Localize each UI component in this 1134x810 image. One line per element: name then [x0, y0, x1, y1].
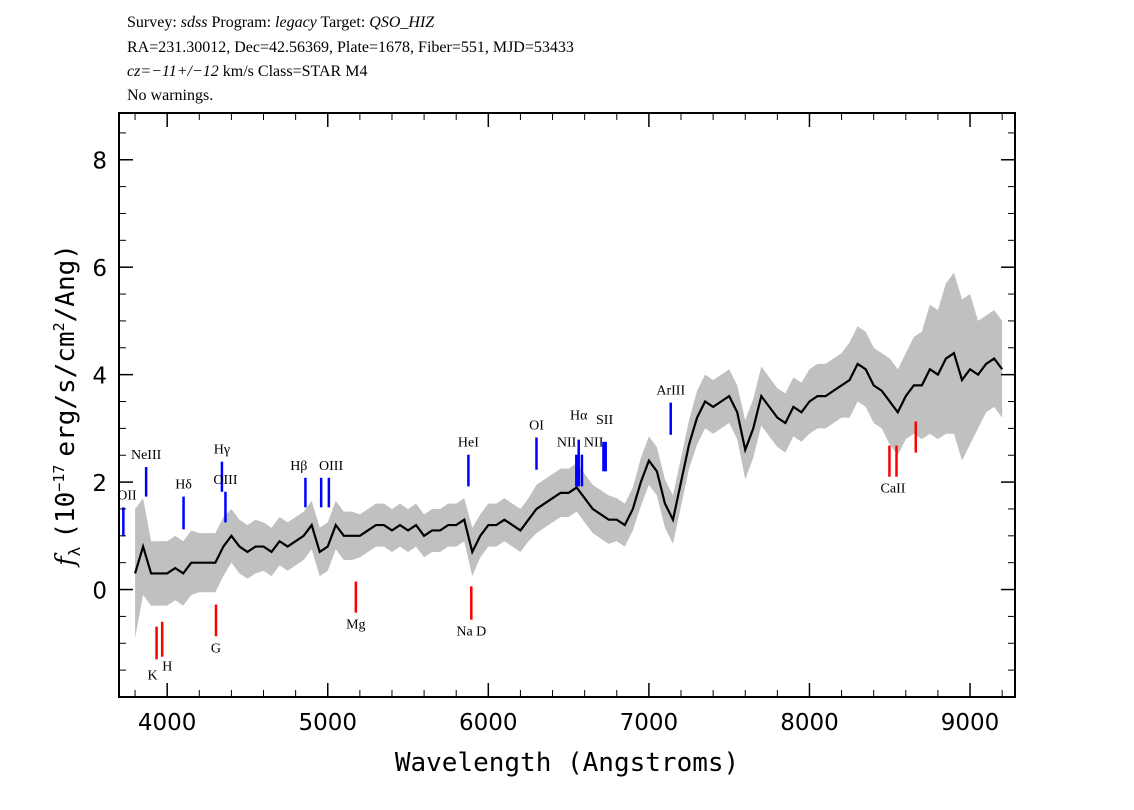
y-tick-label: 2	[92, 471, 107, 497]
line-label: Na D	[456, 625, 486, 640]
cz-value: cz=−11+/−12	[127, 63, 219, 80]
line-label: OI	[529, 419, 544, 434]
line-label: CaII	[881, 482, 906, 497]
line-label: Hδ	[175, 478, 192, 493]
header-line-coords: RA=231.30012, Dec=42.56369, Plate=1678, …	[127, 39, 574, 56]
line-label: NeIII	[131, 448, 162, 463]
x-tick-label: 9000	[941, 710, 1000, 736]
plot-area	[134, 272, 1004, 638]
survey-label: Survey:	[127, 14, 177, 31]
header-line-redshift: cz=−11+/−12 km/s Class=STAR M4	[127, 61, 367, 82]
line-label: ArIII	[656, 384, 685, 399]
target-label: Target:	[320, 14, 366, 31]
header-line-survey: Survey: sdss Program: legacy Target: QSO…	[127, 12, 434, 33]
line-label: NII	[557, 436, 577, 451]
target-value: QSO_HIZ	[369, 14, 435, 31]
line-label: OII	[117, 488, 137, 503]
line-label: HeI	[458, 436, 479, 451]
line-label: SII	[596, 413, 613, 428]
x-tick-label: 7000	[620, 710, 679, 736]
x-tick-label: 5000	[298, 710, 357, 736]
y-tick-label: 0	[92, 579, 107, 605]
y-tick-label: 8	[92, 149, 107, 175]
line-markers: OII NeIII Hδ Hγ OIII Hβ OIII HeI OI NII Hα NII SII Ar…	[117, 384, 918, 683]
x-tick-label: 4000	[138, 710, 197, 736]
error-band	[135, 272, 1003, 638]
line-label: Hβ	[290, 459, 307, 474]
y-axis-label: fλ(10−17erg/s/cm2/Ang)	[50, 244, 84, 568]
line-label: OIII	[213, 473, 237, 488]
y-label-sub: λ	[65, 546, 84, 556]
line-label: K	[147, 668, 157, 683]
y-label-exp: −17	[50, 465, 68, 492]
line-label: Hγ	[214, 443, 230, 458]
class-value: km/s Class=STAR M4	[222, 63, 368, 80]
program-label: Program:	[211, 14, 272, 31]
line-label: H	[162, 660, 172, 675]
axes: 4000 5000 6000 7000 8000 9000 0 2 4 6 8	[92, 113, 1015, 736]
y-label-mid: erg/s/cm	[51, 331, 81, 456]
program-value: legacy	[275, 14, 317, 31]
y-label-exp2: 2	[50, 322, 68, 331]
y-label-post: /Ang)	[51, 244, 81, 322]
plot-frame	[118, 112, 1016, 698]
survey-value: sdss	[180, 14, 208, 31]
flux-line	[134, 351, 1004, 575]
y-label-pre: (10	[51, 492, 81, 539]
line-label: NII	[584, 436, 604, 451]
x-axis-label: Wavelength (Angstroms)	[395, 748, 739, 778]
y-tick-label: 4	[92, 364, 107, 390]
x-tick-label: 6000	[459, 710, 518, 736]
line-label: Hα	[570, 409, 588, 424]
x-tick-label: 8000	[780, 710, 839, 736]
line-label: Mg	[346, 618, 365, 633]
header-line-warnings: No warnings.	[127, 87, 214, 104]
line-label: OIII	[319, 459, 343, 474]
y-tick-label: 6	[92, 256, 107, 282]
line-label: G	[211, 641, 221, 656]
